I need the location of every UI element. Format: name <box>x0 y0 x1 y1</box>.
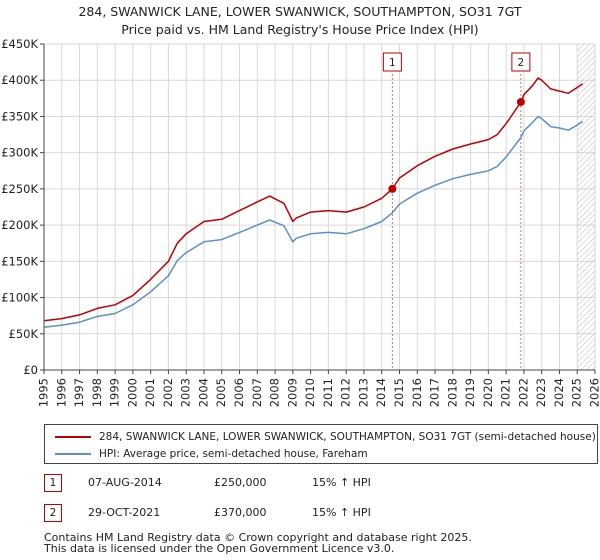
x-tick-label: 1999 <box>108 378 122 407</box>
sale-date: 07-AUG-2014 <box>88 476 162 489</box>
chart-subtitle: Price paid vs. HM Land Registry's House … <box>121 22 479 37</box>
sale-number-badge: 1 <box>44 474 62 492</box>
chart-title: 284, SWANWICK LANE, LOWER SWANWICK, SOUT… <box>78 4 522 19</box>
x-tick-label: 2010 <box>303 378 317 407</box>
sale-marker-box: 2 <box>511 52 531 72</box>
x-tick-label: 2009 <box>285 378 299 407</box>
sale-number-badge: 2 <box>44 504 62 522</box>
x-tick-label: 2019 <box>463 378 477 407</box>
y-tick-label: £300K <box>1 146 38 160</box>
legend-label-property: 284, SWANWICK LANE, LOWER SWANWICK, SOUT… <box>99 431 596 443</box>
y-tick-label: £400K <box>1 73 38 87</box>
x-tick-label: 2022 <box>516 378 530 407</box>
x-tick-label: 2005 <box>214 378 228 407</box>
sale-date: 29-OCT-2021 <box>88 506 161 519</box>
y-tick-label: £250K <box>1 182 38 196</box>
x-tick-label: 2026 <box>588 378 600 407</box>
x-tick-label: 2024 <box>552 378 566 407</box>
x-tick-label: 1998 <box>90 378 104 407</box>
x-tick-label: 2004 <box>196 378 210 407</box>
y-tick-label: £350K <box>1 109 38 123</box>
sale-marker-box: 1 <box>382 52 402 72</box>
x-tick-label: 2000 <box>125 378 139 407</box>
x-tick-label: 1997 <box>72 378 86 407</box>
y-tick-label: £50K <box>9 327 39 341</box>
sale-marker-frame <box>511 52 531 72</box>
y-tick-label: £150K <box>1 254 38 268</box>
price-chart: £0 £50K £100K £150K £200K £250K £300K £350K £400… <box>1 37 600 407</box>
x-tick-label: 2008 <box>268 378 282 407</box>
sale-point <box>516 97 525 106</box>
x-tick-label: 2025 <box>570 378 584 407</box>
x-tick-label: 2023 <box>534 378 548 407</box>
sale-hpi-change: 15% ↑ HPI <box>312 506 371 519</box>
legend-swatch-hpi <box>55 453 91 455</box>
y-tick-label: £100K <box>1 291 38 305</box>
footer-licence: This data is licensed under the Open Gov… <box>44 542 395 555</box>
sale-price: £370,000 <box>214 506 267 519</box>
sale-hpi-change: 15% ↑ HPI <box>312 476 371 489</box>
hpi-series-line <box>43 115 584 329</box>
x-tick-label: 2013 <box>356 378 370 407</box>
x-tick-label: 2012 <box>339 378 353 407</box>
legend-label-hpi: HPI: Average price, semi-detached house,… <box>99 448 368 460</box>
x-tick-label: 2016 <box>410 378 424 407</box>
plot-area <box>44 44 595 370</box>
x-tick-label: 2002 <box>161 378 175 407</box>
x-tick-label: 2014 <box>374 378 388 407</box>
x-tick-label: 2001 <box>143 378 157 407</box>
x-tick-label: 2021 <box>499 378 513 407</box>
x-tick-label: 2011 <box>321 378 335 407</box>
legend-swatch-property <box>55 436 91 438</box>
x-tick-label: 2015 <box>392 378 406 407</box>
chart-legend: 284, SWANWICK LANE, LOWER SWANWICK, SOUT… <box>44 424 598 464</box>
sale-point <box>388 184 397 193</box>
x-tick-label: 2020 <box>481 378 495 407</box>
x-tick-label: 1996 <box>54 378 68 407</box>
sale-marker-label: 1 <box>389 57 396 69</box>
sale-marker-frame <box>382 52 402 72</box>
y-tick-label: £200K <box>1 218 38 232</box>
property-series-line <box>43 77 584 322</box>
y-tick-label: £0 <box>23 363 38 377</box>
y-tick-label: £450K <box>1 37 38 51</box>
x-tick-label: 2007 <box>250 378 264 407</box>
x-tick-label: 1995 <box>37 378 51 407</box>
footer-copyright: Contains HM Land Registry data © Crown c… <box>44 531 472 544</box>
sale-price: £250,000 <box>214 476 267 489</box>
x-tick-label: 2003 <box>179 378 193 407</box>
sale-marker-label: 2 <box>518 57 525 69</box>
x-tick-label: 2018 <box>445 378 459 407</box>
projection-hatch <box>577 44 595 370</box>
x-tick-label: 2006 <box>232 378 246 407</box>
x-tick-label: 2017 <box>428 378 442 407</box>
